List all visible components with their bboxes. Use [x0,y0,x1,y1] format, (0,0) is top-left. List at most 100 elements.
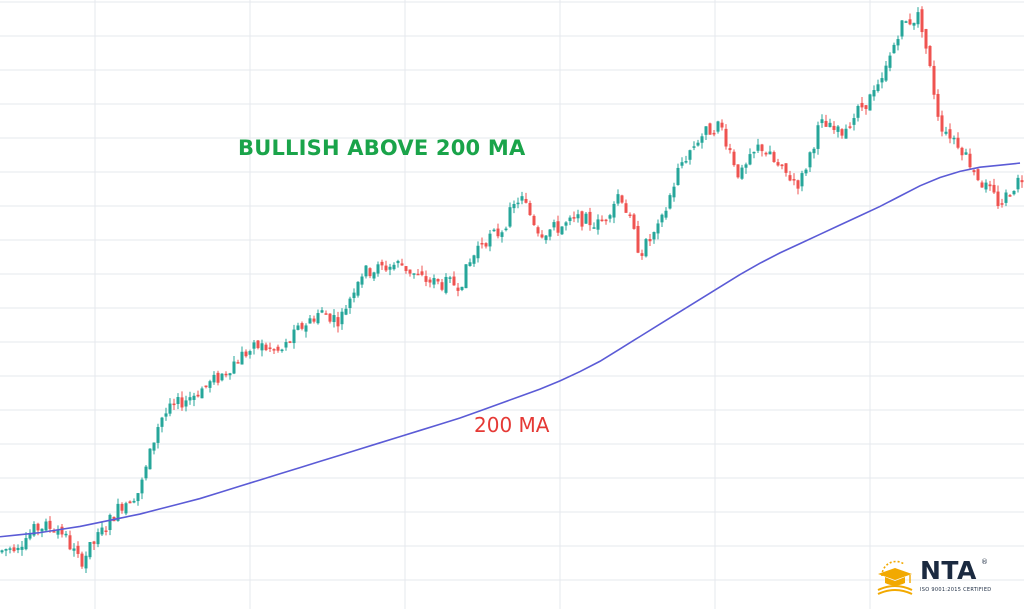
candle-down [928,46,932,67]
candle-down [648,239,652,242]
candle-up [316,313,320,324]
candle-down [948,129,952,139]
candle-down [636,225,640,253]
candle-up [144,466,148,479]
candle-down [536,227,540,234]
candle-up [84,555,88,569]
candle-up [152,442,156,451]
candle-up [200,388,204,399]
candle-down [1000,203,1004,205]
candle-up [260,343,264,351]
candle-down [256,340,260,349]
candle-up [372,272,376,279]
candle-up [164,413,168,417]
candlestick-series [0,6,1024,573]
candle-down [36,523,40,531]
candle-down [328,313,332,322]
candle-up [684,161,688,163]
candle-down [980,182,984,188]
candle-up [560,226,564,235]
candle-up [912,22,916,26]
candle-down [456,287,460,291]
candle-up [676,167,680,185]
candle-down [480,242,484,245]
candle-up [696,142,700,146]
candle-up [448,277,452,279]
chart-title: BULLISH ABOVE 200 MA [238,136,526,160]
moving-average-line [0,162,1021,538]
candle-down [380,261,384,266]
candle-down [540,234,544,238]
candle-up [900,20,904,37]
candle-down [996,191,1000,206]
candle-up [888,55,892,68]
candle-up [308,318,312,324]
candle-up [756,144,760,151]
candle-down [224,373,228,376]
candle-down [440,282,444,290]
candle-up [584,213,588,224]
candle-down [992,184,996,193]
candle-down [52,531,56,533]
candle-up [468,262,472,266]
candle-up [828,122,832,128]
candle-down [172,403,176,406]
candle-down [324,313,328,315]
candle-up [4,549,8,551]
candle-down [408,269,412,274]
candle-down [832,125,836,130]
candle-up [672,186,676,198]
candle-down [300,323,304,329]
candle-up [100,527,104,535]
candle-up [692,146,696,148]
candle-up [544,235,548,241]
candle-down [864,105,868,109]
candle-down [924,29,928,49]
candle-down [428,279,432,283]
candle-up [56,529,60,535]
candle-up [20,546,24,550]
candle-up [240,351,244,365]
candle-up [508,207,512,227]
candle-down [620,195,624,203]
candle-up [72,548,76,551]
logo-registered-mark: ® [981,558,988,566]
candle-down [760,144,764,152]
candle-up [188,397,192,401]
candle-up [812,148,816,154]
candle-up [592,227,596,229]
candle-down [780,164,784,167]
candle-down [956,137,960,148]
candle-up [688,150,692,160]
candle-down [484,243,488,247]
candle-up [344,308,348,315]
candle-down [792,179,796,181]
candle-up [148,448,152,470]
candle-up [952,137,956,140]
candle-up [488,233,492,247]
candle-down [712,132,716,135]
candle-down [708,123,712,135]
candle-up [284,342,288,348]
candle-up [872,90,876,97]
candle-up [348,298,352,308]
candle-up [800,173,804,187]
nta-logo: NTA ® ISO 9001:2015 CERTIFIED [874,556,1004,600]
candle-up [0,550,4,553]
candle-down [772,152,776,162]
candle-up [656,223,660,234]
logo-tagline: ISO 9001:2015 CERTIFIED [920,587,992,593]
candle-up [836,126,840,132]
candle-up [16,547,20,551]
candle-up [704,126,708,135]
candle-up [32,524,36,536]
candle-up [680,162,684,166]
candle-up [548,229,552,237]
candle-down [104,530,108,532]
candle-up [432,278,436,285]
candle-up [392,264,396,270]
candle-up [44,521,48,531]
candle-up [116,503,120,521]
candle-down [244,351,248,357]
candle-up [880,78,884,83]
